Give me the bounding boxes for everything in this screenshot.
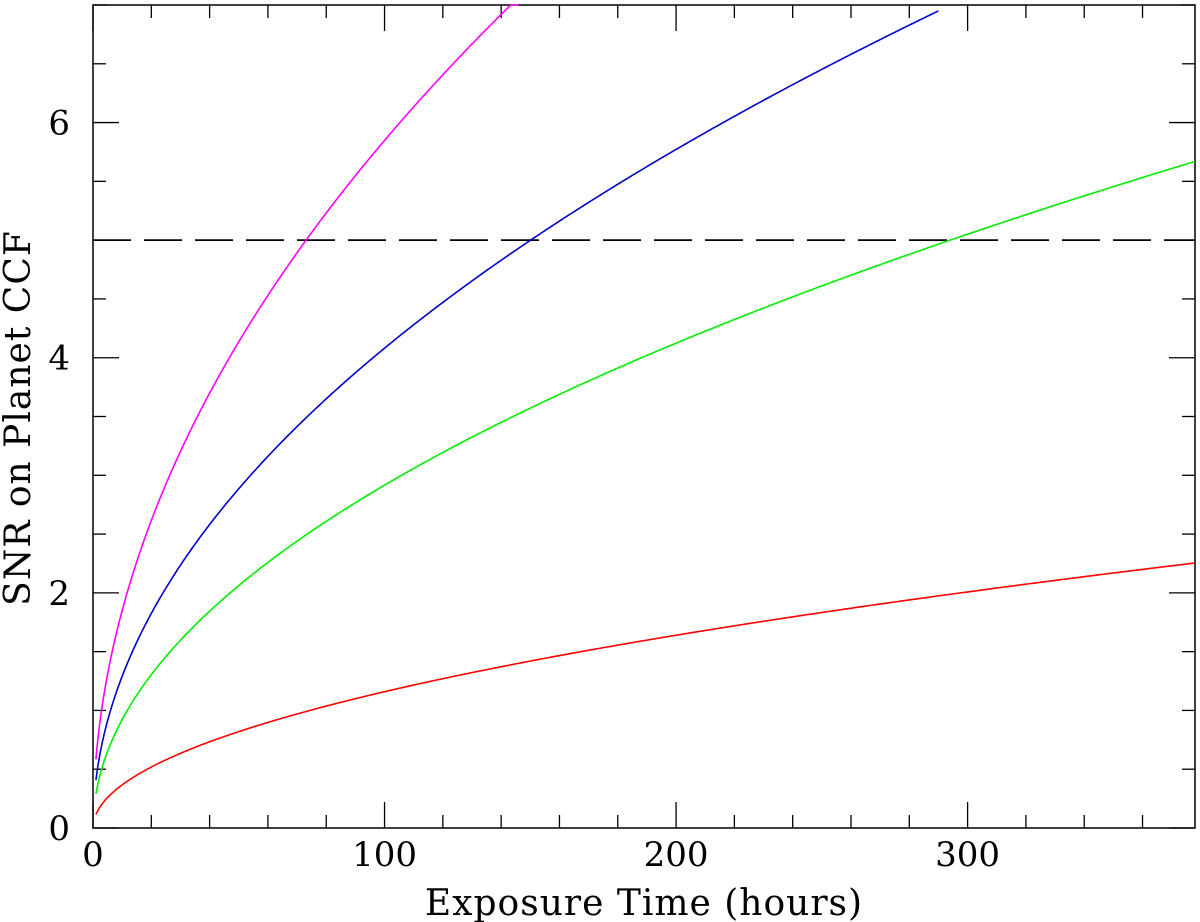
y-tick-labels: 0 2 4 6 xyxy=(48,104,70,849)
x-axis-title: Exposure Time (hours) xyxy=(425,883,863,922)
y-tick-label: 0 xyxy=(48,809,70,849)
x-tick-label: 0 xyxy=(82,835,104,875)
x-tick-label: 300 xyxy=(935,835,1000,875)
series-line-3 xyxy=(95,160,1196,794)
y-tick-label: 6 xyxy=(48,104,70,144)
x-tick-label: 100 xyxy=(352,835,417,875)
plot-frame xyxy=(92,4,1196,829)
y-tick-label: 4 xyxy=(48,339,70,379)
series-curves xyxy=(95,4,1196,815)
axis-ticks xyxy=(92,4,1195,829)
x-tick-label: 200 xyxy=(644,835,709,875)
series-line-4 xyxy=(95,562,1196,815)
x-tick-labels: 0 100 200 300 xyxy=(82,835,1000,875)
y-axis-title: SNR on Planet CCF xyxy=(0,230,39,606)
series-line-1 xyxy=(95,4,519,760)
y-tick-label: 2 xyxy=(48,574,70,614)
series-line-2 xyxy=(95,10,939,781)
